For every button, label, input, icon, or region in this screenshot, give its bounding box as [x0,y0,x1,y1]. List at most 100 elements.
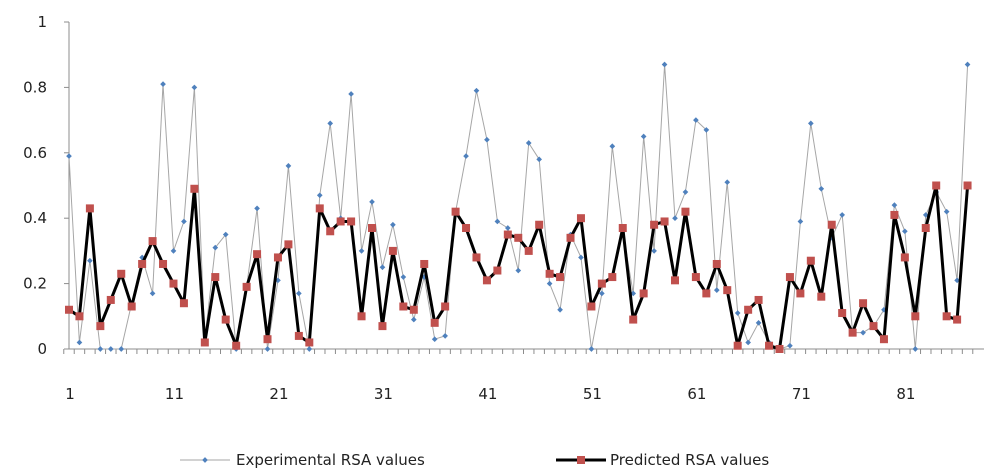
data-point [712,259,721,268]
data-point [912,346,919,352]
data-point [921,224,930,233]
data-point [681,207,690,216]
data-point [953,315,962,324]
data-point [399,302,408,311]
data-point [785,273,794,282]
data-point [672,215,678,222]
data-point [702,289,711,298]
x-tick-label: 81 [896,385,915,403]
data-point [755,320,762,326]
data-point [107,346,114,352]
data-point [817,292,826,301]
data-point [484,136,490,143]
data-point [838,309,847,318]
data-point [651,248,657,254]
y-tick-label: 0.2 [23,275,47,293]
data-point [390,221,396,228]
data-point [890,210,899,219]
data-point [775,345,784,353]
data-point [682,189,689,195]
data-point [212,244,219,251]
data-point [200,338,209,347]
data-point [242,282,251,291]
data-point [66,153,72,159]
data-point [546,280,553,287]
data-point [839,212,846,218]
data-point [954,277,960,284]
data-point [327,120,334,127]
y-tick-label: 0.4 [23,209,47,227]
data-point [65,305,73,314]
data-point [482,276,491,285]
data-point [536,156,543,163]
data-point [472,253,481,262]
data-point [587,302,596,311]
series-layer [65,61,972,353]
data-point [964,61,971,68]
data-point [148,237,157,246]
data-point [232,341,241,350]
data-point [181,218,187,225]
predicted-series [65,181,972,353]
data-point [326,227,335,236]
data-point [221,315,230,324]
data-point [744,305,753,314]
data-point [87,257,93,264]
data-point [545,269,554,278]
data-point [754,295,763,304]
data-point [734,310,741,316]
data-point [525,140,532,146]
data-point [806,256,815,265]
data-point [723,286,732,295]
data-point [787,342,793,349]
data-point [557,306,563,313]
data-point [388,246,397,255]
data-point [222,231,229,238]
data-point [431,336,438,343]
data-point [879,335,888,344]
data-point [859,299,868,308]
data-point [807,120,814,127]
data-point [315,204,324,213]
data-point [671,276,679,285]
data-point [462,224,471,233]
data-point [609,143,616,150]
data-point [713,287,720,293]
data-point [410,316,417,323]
data-point [296,290,302,297]
data-point [650,220,659,229]
data-point [724,179,731,186]
data-point [640,133,647,140]
data-point [306,346,313,352]
data-point [253,250,262,259]
axes: 00.20.40.60.811 11 21 31 41 51 61 71 81 [23,13,984,403]
data-point [504,225,511,231]
data-point [765,341,774,350]
data-point [348,91,354,97]
data-point [566,233,575,242]
legend: Experimental RSA values Predicted RSA val… [180,451,769,469]
y-tick-label: 0.8 [23,78,47,96]
data-point [273,253,282,262]
data-point [285,163,292,169]
data-point [138,259,147,268]
data-point [409,305,418,314]
y-tick-label: 0.6 [23,144,47,162]
data-point [494,218,501,225]
data-point [284,240,293,249]
legend-label-predicted: Predicted RSA values [610,451,769,469]
y-tick-label: 0 [37,340,47,358]
data-point [493,266,502,275]
data-point [336,217,345,226]
data-point [430,318,439,327]
data-point [190,184,199,193]
data-point [869,322,878,331]
data-point [963,181,972,190]
data-point [932,181,941,190]
data-point [556,273,565,282]
data-point [127,302,136,311]
data-point [211,273,220,282]
data-point [473,87,480,94]
data-point [97,346,104,352]
